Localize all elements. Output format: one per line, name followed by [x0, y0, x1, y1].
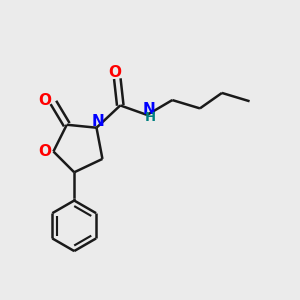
Text: N: N: [143, 102, 156, 117]
Text: O: O: [39, 144, 52, 159]
Text: N: N: [92, 114, 104, 129]
Text: O: O: [39, 93, 52, 108]
Text: H: H: [144, 111, 156, 124]
Text: O: O: [108, 64, 121, 80]
